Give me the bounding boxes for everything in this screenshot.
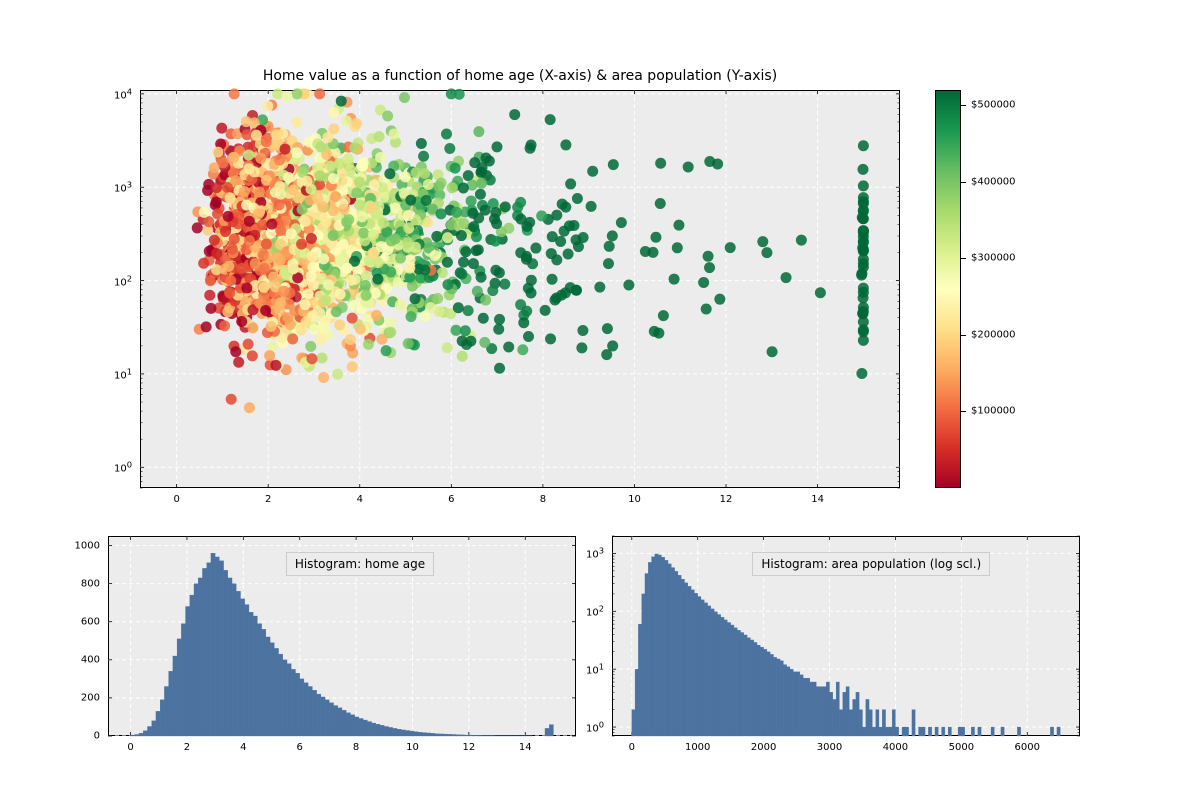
- tick-label: 12: [720, 494, 733, 505]
- tick-label: 400: [81, 654, 100, 665]
- tick-label: 10: [406, 742, 419, 753]
- tick-label: 4: [357, 494, 363, 505]
- tick-label: $500000: [971, 100, 1016, 111]
- tick-label: 2: [184, 742, 190, 753]
- tick-label: 102: [114, 273, 132, 288]
- tick-label: 4: [240, 742, 246, 753]
- tick-label: 8: [353, 742, 359, 753]
- tick-label: $300000: [971, 253, 1016, 264]
- tick-label: 8: [540, 494, 546, 505]
- histogram-pop-label: Histogram: area population (log scl.): [752, 552, 990, 576]
- figure: Home value as a function of home age (X-…: [0, 0, 1200, 800]
- tick-label: 14: [811, 494, 824, 505]
- tick-label: 6: [448, 494, 454, 505]
- tick-label: 100: [586, 719, 604, 734]
- histogram-age-label: Histogram: home age: [286, 552, 434, 576]
- tick-label: 200: [81, 692, 100, 703]
- tick-label: 103: [586, 546, 604, 561]
- tick-label: 1000: [685, 742, 710, 753]
- tick-label: 2000: [751, 742, 776, 753]
- tick-label: 101: [586, 661, 604, 676]
- tick-label: 1000: [75, 540, 100, 551]
- tick-label: 0: [94, 731, 100, 742]
- tick-label: 3000: [817, 742, 842, 753]
- main-title: Home value as a function of home age (X-…: [140, 68, 900, 84]
- colorbar: [935, 90, 961, 488]
- tick-label: $400000: [971, 176, 1016, 187]
- tick-label: 4000: [883, 742, 908, 753]
- tick-label: 2: [265, 494, 271, 505]
- scatter-svg: [140, 90, 900, 488]
- tick-label: 600: [81, 616, 100, 627]
- tick-label: 5000: [949, 742, 974, 753]
- tick-label: 104: [114, 86, 132, 101]
- tick-label: $100000: [971, 406, 1016, 417]
- tick-label: 102: [586, 604, 604, 619]
- tick-label: 800: [81, 578, 100, 589]
- tick-label: 0: [629, 742, 635, 753]
- tick-label: 6000: [1015, 742, 1040, 753]
- tick-label: 14: [519, 742, 532, 753]
- tick-label: 12: [462, 742, 475, 753]
- tick-label: 101: [114, 366, 132, 381]
- tick-label: 100: [114, 460, 132, 475]
- tick-label: 103: [114, 180, 132, 195]
- tick-label: 10: [628, 494, 641, 505]
- tick-label: 0: [173, 494, 179, 505]
- tick-label: 0: [127, 742, 133, 753]
- tick-label: $200000: [971, 329, 1016, 340]
- tick-label: 6: [297, 742, 303, 753]
